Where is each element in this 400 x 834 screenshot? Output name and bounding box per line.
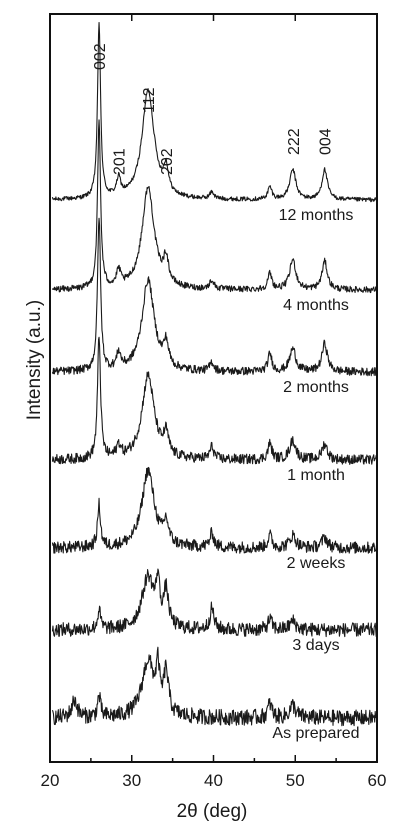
series-trace [51, 568, 378, 638]
x-tick-label: 50 [286, 771, 305, 790]
peak-label: 201 [112, 148, 129, 175]
series-label: 3 days [292, 637, 339, 654]
series-trace [51, 217, 378, 377]
series-trace [51, 119, 378, 294]
x-tick-label: 60 [368, 771, 387, 790]
series-trace [51, 336, 378, 465]
series-trace [51, 646, 378, 727]
peak-label: 004 [318, 128, 335, 155]
peak-label: 002 [92, 43, 109, 70]
series-label: 2 weeks [287, 555, 346, 572]
series-label: 12 months [279, 207, 354, 224]
x-tick-label: 30 [122, 771, 141, 790]
series-label: 2 months [283, 379, 349, 396]
x-tick-label: 40 [204, 771, 223, 790]
x-axis-ticks: 20 30 40 50 60 [41, 14, 387, 790]
peak-label: 112 [141, 87, 158, 113]
peak-labels: 002 201 112 202 222 004 [92, 43, 335, 175]
y-axis-label: Intensity (a.u.) [24, 300, 45, 420]
x-axis-label: 2θ (deg) [177, 801, 248, 822]
series-label: 4 months [283, 297, 349, 314]
series-trace [51, 21, 378, 203]
peak-label: 202 [159, 148, 176, 175]
series-traces [51, 21, 378, 727]
series-trace [51, 466, 378, 554]
series-label: As prepared [272, 725, 359, 742]
series-labels: 12 months 4 months 2 months 1 month 2 weeks 3… [272, 207, 359, 742]
peak-label: 222 [286, 128, 303, 155]
x-tick-label: 20 [41, 771, 60, 790]
series-label: 1 month [287, 467, 345, 484]
